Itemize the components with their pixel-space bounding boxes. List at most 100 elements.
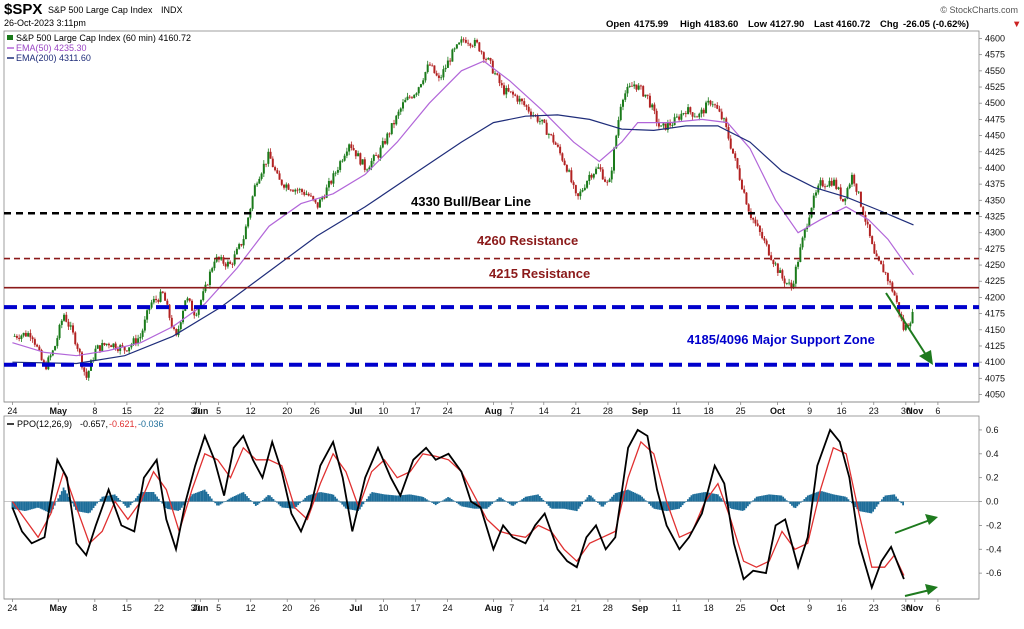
candle-body — [835, 179, 838, 189]
candle-body — [27, 333, 30, 337]
ppo-histogram-bar — [614, 493, 617, 502]
ppo-histogram-bar — [293, 501, 296, 509]
candle-body — [348, 144, 351, 152]
ppo-histogram-bar — [902, 501, 904, 506]
ppo-histogram-bar — [551, 501, 554, 509]
candle-body — [251, 196, 254, 209]
candle-body — [763, 238, 766, 241]
ppo-legend-hist: -0.036 — [138, 419, 164, 429]
ppo-histogram-bar — [877, 501, 880, 505]
ppo-histogram-bar — [205, 491, 208, 502]
candle-body — [330, 181, 333, 184]
ppo-histogram-bar — [542, 499, 545, 502]
candle-body — [446, 60, 449, 68]
candle-body — [206, 284, 209, 286]
ppo-histogram-bar — [216, 501, 218, 506]
price-y-tick-label: 4350 — [985, 195, 1005, 205]
candle-body — [853, 174, 856, 184]
ppo-histogram-bar — [729, 501, 732, 509]
candle-body — [696, 116, 699, 118]
ppo-histogram-bar — [64, 490, 67, 502]
candle-body — [545, 122, 548, 135]
ppo-histogram-bar — [838, 495, 841, 502]
candle-body — [98, 345, 101, 351]
ppo-histogram-bar — [611, 496, 613, 502]
ppo-histogram-bar — [286, 501, 289, 509]
candle-body — [381, 141, 384, 148]
price-x-tick-label: Sep — [632, 406, 649, 416]
chart-symbol: $SPX — [4, 1, 42, 18]
candle-body — [846, 188, 849, 199]
candle-body — [646, 94, 649, 96]
ppo-histogram-bar — [785, 500, 788, 502]
ppo-x-tick-label: 10 — [378, 603, 388, 613]
ppo-histogram-bar — [563, 501, 566, 509]
candle-body — [561, 153, 564, 161]
price-legend: S&P 500 Large Cap Index (60 min) 4160.72… — [7, 33, 191, 63]
ppo-histogram-bar — [306, 496, 308, 502]
ppo-histogram-bar — [512, 501, 515, 506]
ppo-x-tick-label: 26 — [310, 603, 320, 613]
ppo-histogram-bar — [37, 501, 40, 508]
price-x-tick-label: 20 — [282, 406, 292, 416]
candle-body — [866, 221, 869, 225]
candle-body — [684, 113, 687, 115]
ppo-histogram-bar — [36, 501, 39, 508]
ppo-histogram-bar — [166, 501, 169, 509]
candle-body — [321, 197, 324, 200]
ppo-histogram-bar — [554, 501, 557, 509]
ppo-histogram-bar — [754, 498, 756, 502]
candle-body — [197, 306, 200, 315]
ppo-histogram-bar — [814, 492, 816, 502]
ppo-histogram-bar — [112, 494, 114, 502]
ppo-histogram-bar — [780, 495, 783, 502]
candle-body — [428, 64, 431, 66]
ppo-x-tick-label: 24 — [443, 603, 453, 613]
candle-body — [164, 292, 167, 301]
candle-body — [868, 224, 871, 237]
candle-body — [303, 191, 306, 195]
ppo-histogram-bar — [794, 501, 797, 509]
ppo-histogram-bar — [108, 495, 111, 502]
ppo-histogram-bar — [388, 494, 391, 502]
candle-body — [781, 270, 784, 279]
ppo-histogram-bar — [438, 501, 441, 503]
candle-body — [224, 263, 227, 267]
ppo-histogram-bar — [872, 501, 875, 512]
ppo-histogram-bar — [806, 495, 809, 502]
price-series — [12, 36, 914, 381]
ppo-histogram-bar — [891, 494, 894, 502]
price-x-tick-label: 30 — [901, 406, 911, 416]
ppo-histogram-bar — [300, 501, 303, 502]
candle-body — [177, 329, 180, 336]
candle-body — [590, 174, 593, 178]
ppo-histogram-bar — [865, 501, 867, 513]
candle-body — [556, 144, 559, 147]
candle-body — [316, 202, 319, 208]
ppo-histogram-bar — [99, 498, 102, 502]
candle-body — [20, 335, 23, 339]
ppo-histogram-bar — [127, 501, 130, 508]
candle-body — [599, 167, 602, 170]
candle-body — [146, 310, 149, 320]
price-y-tick-label: 4200 — [985, 292, 1005, 302]
ppo-histogram-bar — [612, 494, 615, 502]
candle-body — [121, 345, 124, 347]
ppo-histogram-bar — [738, 501, 740, 511]
ppo-histogram-bar — [835, 494, 837, 502]
price-x-tick-label: 5 — [216, 406, 221, 416]
ppo-histogram-bar — [221, 501, 224, 504]
ppo-y-tick-label: 0.2 — [986, 473, 999, 483]
ppo-histogram-bar — [464, 501, 467, 508]
ppo-histogram-bar — [394, 495, 397, 502]
candle-body — [812, 195, 815, 208]
ppo-histogram-bar — [66, 493, 68, 502]
candle-body — [278, 173, 281, 180]
candle-body — [693, 116, 696, 118]
ppo-histogram-bar — [531, 495, 534, 502]
candle-body — [478, 42, 481, 52]
ppo-histogram-bar — [687, 499, 689, 502]
candle-body — [435, 73, 438, 76]
ppo-histogram-bar — [679, 501, 682, 508]
candle-body — [96, 345, 99, 349]
